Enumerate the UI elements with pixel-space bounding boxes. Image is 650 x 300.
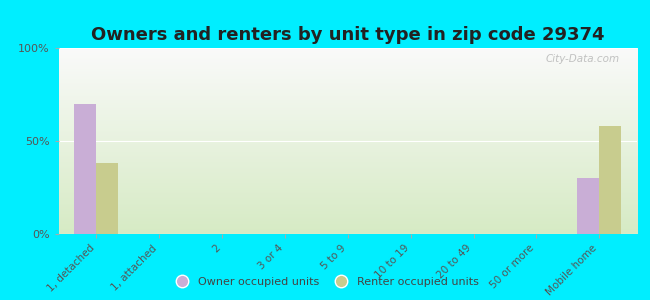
Bar [74,104,96,234]
Title: Owners and renters by unit type in zip code 29374: Owners and renters by unit type in zip c… [91,26,604,44]
Bar [96,163,118,234]
Bar [577,178,599,234]
Bar [599,126,621,234]
Text: City-Data.com: City-Data.com [545,54,619,64]
Legend: Owner occupied units, Renter occupied units: Owner occupied units, Renter occupied un… [167,273,483,291]
